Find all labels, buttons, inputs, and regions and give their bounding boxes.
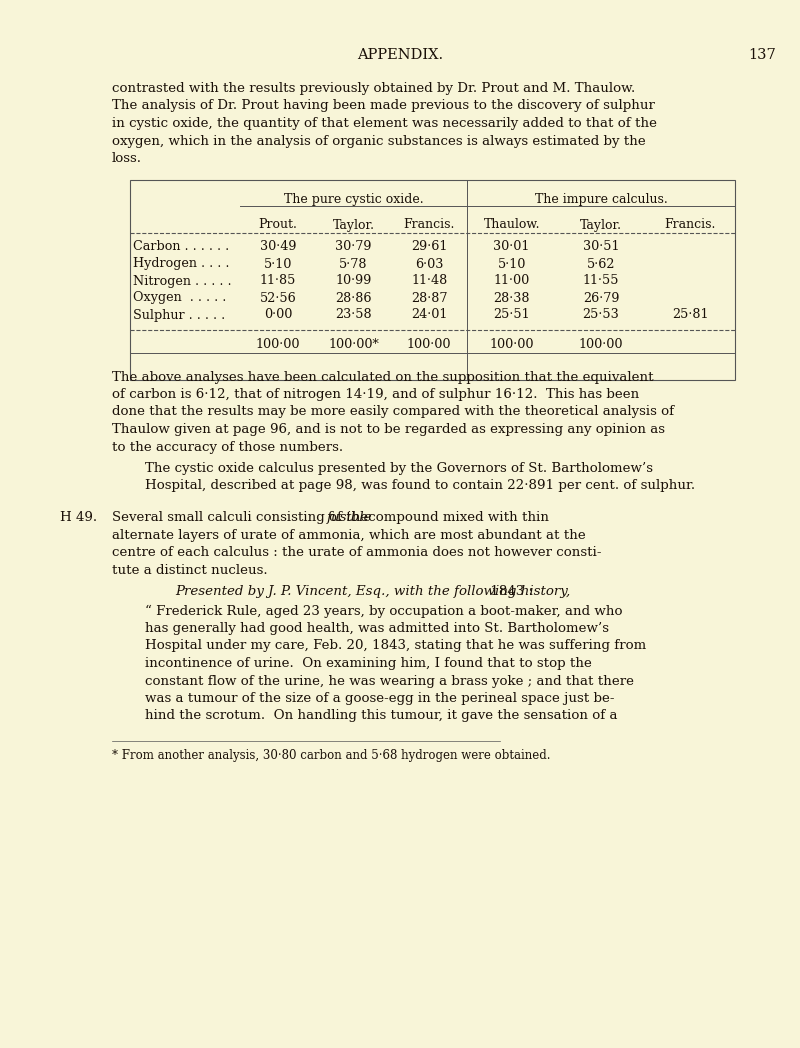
Text: 100·00*: 100·00*: [328, 337, 379, 350]
Text: centre of each calculus : the urate of ammonia does not however consti-: centre of each calculus : the urate of a…: [112, 546, 602, 559]
Text: 28·87: 28·87: [411, 291, 447, 305]
Text: 28·86: 28·86: [335, 291, 372, 305]
Text: incontinence of urine.  On examining him, I found that to stop the: incontinence of urine. On examining him,…: [145, 657, 592, 670]
Text: 52·56: 52·56: [259, 291, 296, 305]
Text: fusible: fusible: [327, 511, 373, 524]
Text: 11·85: 11·85: [260, 275, 296, 287]
Text: 26·79: 26·79: [582, 291, 619, 305]
Text: APPENDIX.: APPENDIX.: [357, 48, 443, 62]
Text: of carbon is 6·12, that of nitrogen 14·19, and of sulphur 16·12.  This has been: of carbon is 6·12, that of nitrogen 14·1…: [112, 388, 639, 401]
Text: Carbon . . . . . .: Carbon . . . . . .: [133, 240, 230, 254]
Text: 24·01: 24·01: [411, 308, 447, 322]
Text: 25·81: 25·81: [672, 308, 709, 322]
Text: Francis.: Francis.: [665, 218, 716, 232]
Text: 30·79: 30·79: [335, 240, 372, 254]
Text: Taylor.: Taylor.: [580, 218, 622, 232]
Text: 30·49: 30·49: [259, 240, 296, 254]
Text: Presented by J. P. Vincent, Esq., with the following history,: Presented by J. P. Vincent, Esq., with t…: [175, 585, 570, 598]
Text: constant flow of the urine, he was wearing a brass yoke ; and that there: constant flow of the urine, he was weari…: [145, 675, 634, 687]
Text: 10·99: 10·99: [335, 275, 372, 287]
Text: 30·01: 30·01: [494, 240, 530, 254]
Text: done that the results may be more easily compared with the theoretical analysis : done that the results may be more easily…: [112, 406, 674, 418]
Text: oxygen, which in the analysis of organic substances is always estimated by the: oxygen, which in the analysis of organic…: [112, 134, 646, 148]
Text: tute a distinct nucleus.: tute a distinct nucleus.: [112, 564, 268, 576]
Text: has generally had good health, was admitted into St. Bartholomew’s: has generally had good health, was admit…: [145, 623, 609, 635]
Text: 5·10: 5·10: [498, 258, 526, 270]
Text: Nitrogen . . . . .: Nitrogen . . . . .: [133, 275, 232, 287]
Text: loss.: loss.: [112, 152, 142, 165]
Text: 100·00: 100·00: [578, 337, 623, 350]
Text: 0·00: 0·00: [264, 308, 292, 322]
Text: compound mixed with thin: compound mixed with thin: [363, 511, 549, 524]
Text: 1843 :: 1843 :: [486, 585, 533, 598]
Text: Hospital, described at page 98, was found to contain 22·891 per cent. of sulphur: Hospital, described at page 98, was foun…: [145, 480, 695, 493]
Text: 100·00: 100·00: [490, 337, 534, 350]
Text: was a tumour of the size of a goose-egg in the perineal space just be-: was a tumour of the size of a goose-egg …: [145, 692, 614, 705]
Text: Oxygen  . . . . .: Oxygen . . . . .: [133, 291, 226, 305]
Text: 11·00: 11·00: [494, 275, 530, 287]
Text: Prout.: Prout.: [258, 218, 298, 232]
Text: Taylor.: Taylor.: [333, 218, 374, 232]
Text: H 49.: H 49.: [60, 511, 97, 524]
Text: * From another analysis, 30·80 carbon and 5·68 hydrogen were obtained.: * From another analysis, 30·80 carbon an…: [112, 749, 550, 762]
Text: Several small calculi consisting of the: Several small calculi consisting of the: [112, 511, 373, 524]
Text: The cystic oxide calculus presented by the Governors of St. Bartholomew’s: The cystic oxide calculus presented by t…: [145, 462, 653, 475]
Text: 30·51: 30·51: [582, 240, 619, 254]
Text: Hydrogen . . . .: Hydrogen . . . .: [133, 258, 230, 270]
Text: 5·78: 5·78: [339, 258, 368, 270]
Text: 100·00: 100·00: [407, 337, 451, 350]
Text: in cystic oxide, the quantity of that element was necessarily added to that of t: in cystic oxide, the quantity of that el…: [112, 117, 657, 130]
Text: 28·38: 28·38: [494, 291, 530, 305]
Text: Sulphur . . . . .: Sulphur . . . . .: [133, 308, 226, 322]
Text: 6·03: 6·03: [415, 258, 443, 270]
Text: 5·62: 5·62: [586, 258, 615, 270]
Text: 11·48: 11·48: [411, 275, 447, 287]
Text: 25·53: 25·53: [582, 308, 619, 322]
Text: alternate layers of urate of ammonia, which are most abundant at the: alternate layers of urate of ammonia, wh…: [112, 528, 586, 542]
Text: The impure calculus.: The impure calculus.: [534, 193, 667, 205]
Text: Francis.: Francis.: [403, 218, 455, 232]
Text: 11·55: 11·55: [582, 275, 619, 287]
Text: 137: 137: [748, 48, 776, 62]
Text: The analysis of Dr. Prout having been made previous to the discovery of sulphur: The analysis of Dr. Prout having been ma…: [112, 100, 655, 112]
Text: contrasted with the results previously obtained by Dr. Prout and M. Thaulow.: contrasted with the results previously o…: [112, 82, 635, 95]
Text: 100·00: 100·00: [255, 337, 300, 350]
Text: 5·10: 5·10: [264, 258, 292, 270]
Text: “ Frederick Rule, aged 23 years, by occupation a boot-maker, and who: “ Frederick Rule, aged 23 years, by occu…: [145, 605, 622, 617]
Text: Thaulow.: Thaulow.: [483, 218, 540, 232]
Text: 29·61: 29·61: [411, 240, 447, 254]
Bar: [130, 179, 735, 379]
Text: Hospital under my care, Feb. 20, 1843, stating that he was suffering from: Hospital under my care, Feb. 20, 1843, s…: [145, 639, 646, 653]
Text: 23·58: 23·58: [335, 308, 372, 322]
Text: hind the scrotum.  On handling this tumour, it gave the sensation of a: hind the scrotum. On handling this tumou…: [145, 709, 618, 722]
Text: The pure cystic oxide.: The pure cystic oxide.: [284, 193, 423, 205]
Text: The above analyses have been calculated on the supposition that the equivalent: The above analyses have been calculated …: [112, 371, 654, 384]
Text: Thaulow given at page 96, and is not to be regarded as expressing any opinion as: Thaulow given at page 96, and is not to …: [112, 423, 665, 436]
Text: 25·51: 25·51: [494, 308, 530, 322]
Text: to the accuracy of those numbers.: to the accuracy of those numbers.: [112, 440, 343, 454]
